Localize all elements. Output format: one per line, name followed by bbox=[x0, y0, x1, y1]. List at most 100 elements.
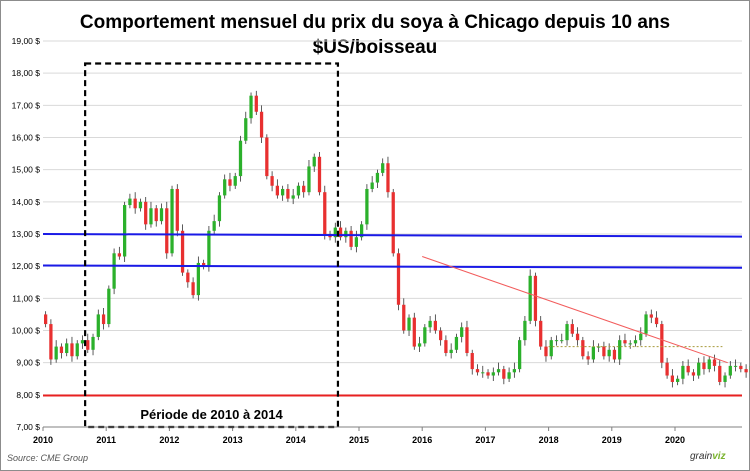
candle bbox=[417, 336, 422, 353]
chart-title: Comportement mensuel du prix du soya à C… bbox=[0, 10, 750, 60]
candle bbox=[691, 369, 696, 382]
candle bbox=[491, 367, 495, 382]
candle bbox=[481, 365, 485, 378]
y-tick-label: 14,00 $ bbox=[12, 197, 41, 207]
candle bbox=[175, 184, 179, 237]
brand-logo-prefix: grain bbox=[690, 451, 713, 462]
candle bbox=[597, 343, 601, 353]
y-tick-label: 13,00 $ bbox=[12, 229, 41, 239]
candle bbox=[370, 176, 374, 193]
chart-title-line2: $US/boisseau bbox=[312, 37, 438, 58]
candle bbox=[217, 192, 222, 227]
reference-lines bbox=[42, 233, 743, 397]
x-tick-label: 2020 bbox=[665, 435, 685, 445]
y-tick-label: 9,00 $ bbox=[16, 358, 40, 368]
candle bbox=[59, 343, 64, 359]
candle bbox=[612, 346, 617, 363]
candle bbox=[444, 335, 448, 357]
candle bbox=[544, 340, 548, 362]
y-tick-label: 12,00 $ bbox=[12, 261, 41, 271]
candle bbox=[475, 364, 480, 376]
candle bbox=[307, 160, 311, 196]
candle bbox=[428, 316, 432, 333]
candle bbox=[138, 198, 143, 212]
candle bbox=[117, 246, 121, 260]
candle bbox=[523, 316, 527, 346]
candle bbox=[180, 224, 185, 276]
candle bbox=[718, 359, 722, 386]
candle bbox=[86, 333, 90, 354]
candle bbox=[238, 135, 243, 182]
candle bbox=[101, 307, 106, 330]
candle bbox=[165, 201, 169, 259]
y-tick-label: 11,00 $ bbox=[12, 293, 40, 303]
candle bbox=[665, 357, 669, 379]
candle bbox=[402, 298, 406, 334]
brand-logo: grainviz bbox=[690, 451, 726, 462]
candle bbox=[144, 197, 148, 230]
x-tick-label: 2019 bbox=[602, 435, 622, 445]
y-tick-label: 10,00 $ bbox=[12, 326, 41, 336]
candle bbox=[65, 338, 69, 357]
candle bbox=[249, 92, 253, 124]
candle bbox=[586, 351, 590, 365]
candle bbox=[639, 327, 643, 346]
candle bbox=[107, 285, 111, 328]
candle bbox=[433, 314, 437, 334]
candle bbox=[728, 361, 732, 379]
x-tick-label: 2013 bbox=[223, 435, 243, 445]
candle bbox=[286, 184, 290, 202]
x-tick-label: 2015 bbox=[349, 435, 369, 445]
candle bbox=[338, 221, 343, 241]
candle bbox=[686, 359, 690, 376]
candle bbox=[312, 153, 316, 172]
candle bbox=[649, 309, 653, 324]
candle bbox=[233, 172, 237, 189]
candle bbox=[570, 319, 574, 337]
candle bbox=[302, 180, 306, 198]
candle bbox=[460, 322, 464, 343]
candle bbox=[333, 222, 337, 243]
candle bbox=[539, 316, 543, 350]
y-tick-label: 19,00 $ bbox=[12, 36, 41, 46]
candle bbox=[533, 272, 538, 327]
brand-logo-accent: viz bbox=[712, 451, 726, 462]
candle bbox=[349, 225, 353, 251]
candle bbox=[212, 214, 216, 234]
candle bbox=[470, 349, 474, 375]
candle bbox=[149, 201, 153, 228]
candle bbox=[228, 172, 232, 192]
x-tick-label: 2018 bbox=[539, 435, 559, 445]
candle bbox=[70, 336, 74, 362]
candle bbox=[186, 269, 190, 288]
candle bbox=[712, 354, 717, 372]
candle bbox=[697, 357, 701, 379]
x-tick-label: 2011 bbox=[96, 435, 116, 445]
candle bbox=[633, 335, 638, 347]
candle bbox=[254, 90, 258, 115]
x-tick-label: 2010 bbox=[33, 435, 53, 445]
candle bbox=[396, 248, 401, 311]
source-note: Source: CME Group bbox=[7, 453, 89, 463]
candle bbox=[660, 320, 664, 369]
candle bbox=[454, 333, 459, 354]
y-tick-label: 7,00 $ bbox=[16, 422, 40, 432]
period-label: Période de 2010 à 2014 bbox=[140, 407, 283, 422]
candle bbox=[123, 201, 127, 262]
candle bbox=[591, 340, 595, 363]
candle bbox=[244, 111, 248, 144]
candle bbox=[676, 375, 680, 386]
candle bbox=[739, 362, 743, 373]
candle bbox=[381, 158, 385, 177]
y-tick-label: 17,00 $ bbox=[12, 100, 41, 110]
candle bbox=[154, 205, 158, 227]
candle bbox=[618, 335, 622, 365]
candle bbox=[507, 367, 511, 382]
candle bbox=[365, 184, 369, 230]
candle bbox=[723, 372, 727, 388]
candle bbox=[112, 248, 116, 295]
candle bbox=[391, 188, 395, 257]
candle bbox=[191, 277, 195, 299]
candle bbox=[581, 336, 585, 360]
